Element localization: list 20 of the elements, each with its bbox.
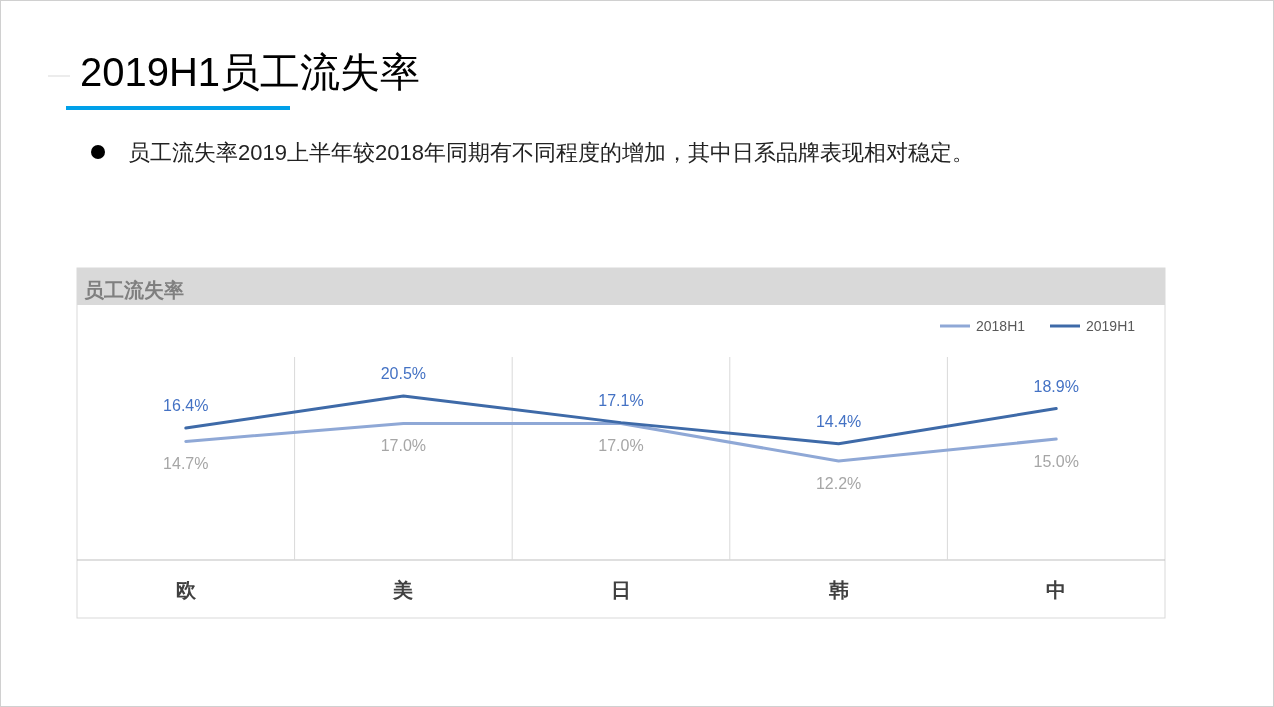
legend-label: 2019H1 — [1086, 318, 1136, 334]
data-label: 17.1% — [598, 391, 644, 409]
data-label: 18.9% — [1033, 377, 1079, 395]
chart-subtitle: 员工流失率2019上半年较2018年同期有不同程度的增加，其中日系品牌表现相对稳定。 — [128, 140, 974, 165]
x-tick-label: 日 — [611, 579, 631, 601]
chart-title: 2019H1员工流失率 — [80, 50, 421, 94]
data-label: 15.0% — [1033, 453, 1079, 471]
data-label: 17.0% — [380, 437, 427, 455]
data-label: 14.7% — [163, 455, 209, 473]
x-tick-label: 欧 — [175, 579, 197, 601]
text: 员工流失率 — [84, 279, 184, 301]
data-label: 12.2% — [815, 475, 862, 492]
data-label: 14.4% — [815, 412, 862, 430]
x-tick-label: 中 — [1046, 579, 1067, 601]
data-label: 16.4% — [163, 397, 209, 415]
x-tick-label: 韩 — [827, 579, 849, 601]
x-tick-label: 美 — [392, 579, 414, 601]
data-label: 17.0% — [598, 437, 644, 455]
data-label: 20.5% — [380, 365, 427, 382]
legend-label: 2018H1 — [976, 318, 1026, 334]
